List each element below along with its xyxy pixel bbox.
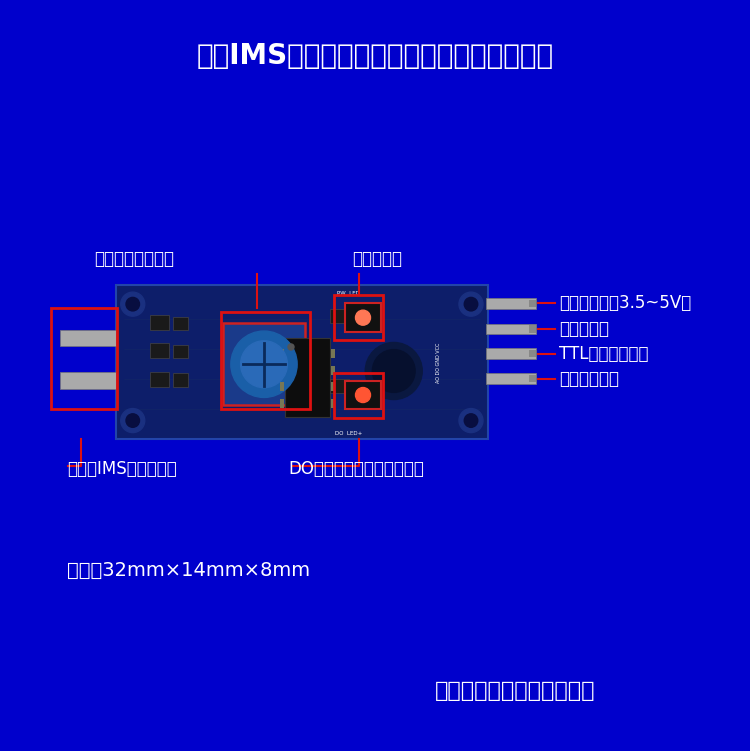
Circle shape [288,344,294,350]
Bar [60,372,116,389]
Bar [51,308,117,409]
Circle shape [121,409,145,433]
Text: 灵敏度调节电位器: 灵敏度调节电位器 [94,250,174,268]
Bar [529,350,536,357]
Bar [529,325,536,333]
Circle shape [126,297,140,311]
Text: 接艾动IMS系列传感器: 接艾动IMS系列传感器 [68,460,177,478]
Bar [280,366,284,375]
Bar [331,366,335,375]
Text: 模拟信号输出: 模拟信号输出 [559,369,619,388]
Bar [331,382,335,391]
Bar [486,348,536,359]
Bar [330,379,349,393]
Bar [221,312,310,409]
Circle shape [241,341,287,388]
Circle shape [464,297,478,311]
Bar [486,298,536,309]
Bar [223,323,305,406]
Text: 电源指示灯: 电源指示灯 [352,250,403,268]
Bar [150,315,169,330]
Text: 江苏畅微电子科技有限公司: 江苏畅微电子科技有限公司 [435,681,596,701]
Circle shape [356,388,370,403]
Bar [285,338,330,417]
Bar [345,381,381,409]
Circle shape [356,310,370,325]
Bar [486,324,536,334]
Text: DO  LED+: DO LED+ [335,430,362,436]
Circle shape [459,292,483,316]
Bar [334,373,382,418]
Circle shape [365,342,422,400]
Bar [529,300,536,307]
Bar [330,309,349,323]
Bar [60,330,116,346]
Text: DO输出指示灯（低电平亮）: DO输出指示灯（低电平亮） [289,460,424,478]
Text: PW  LED: PW LED [338,291,360,297]
Text: 接电源负极: 接电源负极 [559,320,609,338]
Circle shape [459,409,483,433]
Bar [280,349,284,358]
Text: 艾动IMS系列（单点类）传感器信号转换模块: 艾动IMS系列（单点类）传感器信号转换模块 [196,42,554,71]
Text: 接电源正极（3.5~5V）: 接电源正极（3.5~5V） [559,294,691,312]
Bar [331,399,335,408]
Bar [345,303,381,332]
Bar [150,343,169,358]
Bar [486,373,536,384]
Bar [529,375,536,382]
Bar [172,345,188,358]
Circle shape [372,349,416,392]
Circle shape [231,331,297,397]
Bar [172,373,188,387]
Text: AO DO GND VCC: AO DO GND VCC [436,342,441,382]
Bar [331,349,335,358]
Bar [334,295,382,340]
Text: 尺寸：32mm×14mm×8mm: 尺寸：32mm×14mm×8mm [68,561,310,581]
Circle shape [126,414,140,427]
Bar [150,372,169,387]
Bar [172,317,188,330]
Circle shape [464,414,478,427]
Bar [280,382,284,391]
Text: TTL数字信号输出: TTL数字信号输出 [559,345,648,363]
Bar [280,399,284,408]
Circle shape [121,292,145,316]
Bar [116,285,488,439]
